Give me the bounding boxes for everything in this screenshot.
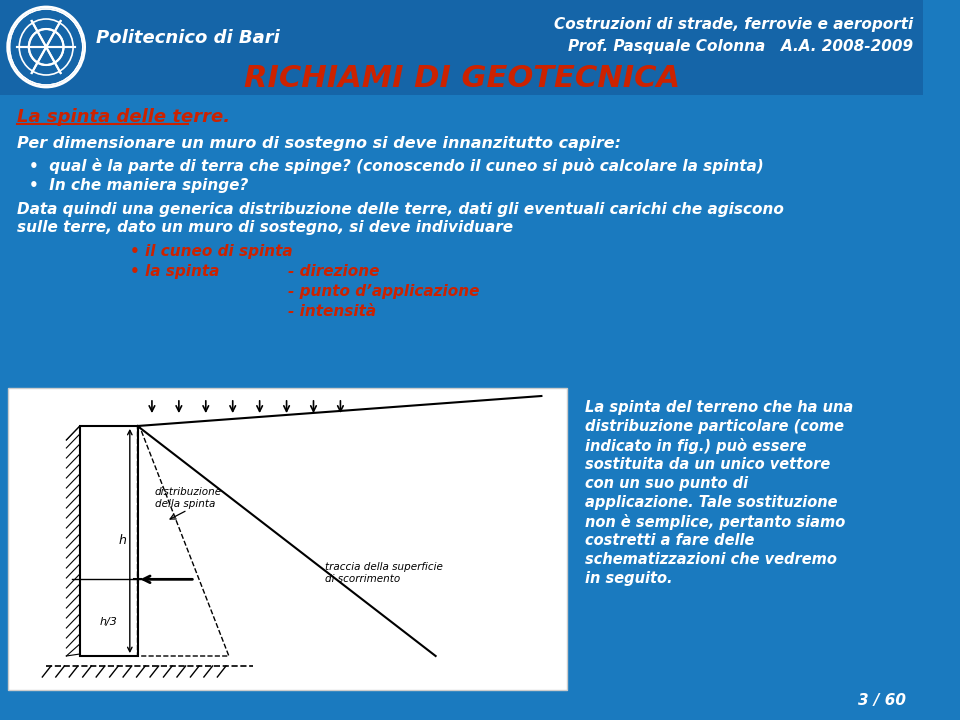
Text: Politecnico di Bari: Politecnico di Bari (96, 29, 280, 47)
Text: in seguito.: in seguito. (585, 571, 672, 586)
Text: Prof. Pasquale Colonna   A.A. 2008-2009: Prof. Pasquale Colonna A.A. 2008-2009 (568, 38, 914, 53)
Text: - intensità: - intensità (289, 304, 376, 319)
Text: traccia della superficie
di scorrimento: traccia della superficie di scorrimento (325, 562, 443, 584)
Text: distribuzione particolare (come: distribuzione particolare (come (585, 419, 844, 434)
Text: - punto d’applicazione: - punto d’applicazione (289, 284, 480, 299)
Text: • il cuneo di spinta: • il cuneo di spinta (130, 244, 293, 259)
Bar (0, 0, 924, 95)
Text: sulle terre, dato un muro di sostegno, si deve individuare: sulle terre, dato un muro di sostegno, s… (17, 220, 514, 235)
Text: RICHIAMI DI GEOTECNICA: RICHIAMI DI GEOTECNICA (244, 63, 680, 92)
Polygon shape (80, 426, 137, 656)
Text: sostituita da un unico vettore: sostituita da un unico vettore (585, 457, 830, 472)
Text: La spinta del terreno che ha una: La spinta del terreno che ha una (585, 400, 852, 415)
Text: con un suo punto di: con un suo punto di (585, 476, 748, 491)
Text: •  qual è la parte di terra che spinge? (conoscendo il cuneo si può calcolare la: • qual è la parte di terra che spinge? (… (29, 158, 763, 174)
Text: non è semplice, pertanto siamo: non è semplice, pertanto siamo (585, 514, 845, 530)
Text: - direzione: - direzione (289, 264, 380, 279)
Text: applicazione. Tale sostituzione: applicazione. Tale sostituzione (585, 495, 837, 510)
Text: Data quindi una generica distribuzione delle terre, dati gli eventuali carichi c: Data quindi una generica distribuzione d… (17, 202, 784, 217)
Text: indicato in fig.) può essere: indicato in fig.) può essere (585, 438, 806, 454)
Text: costretti a fare delle: costretti a fare delle (585, 533, 754, 548)
Bar (8, 388, 567, 690)
Text: • la spinta: • la spinta (130, 264, 219, 279)
Text: •  In che maniera spinge?: • In che maniera spinge? (29, 178, 249, 193)
Text: h: h (118, 534, 126, 547)
Text: 3 / 60: 3 / 60 (858, 693, 906, 708)
Text: Per dimensionare un muro di sostegno si deve innanzitutto capire:: Per dimensionare un muro di sostegno si … (17, 136, 621, 151)
Text: distribuzione
della spinta: distribuzione della spinta (155, 487, 222, 509)
Text: schematizzazioni che vedremo: schematizzazioni che vedremo (585, 552, 836, 567)
Text: La spinta delle terre.: La spinta delle terre. (17, 108, 230, 126)
Text: Costruzioni di strade, ferrovie e aeroporti: Costruzioni di strade, ferrovie e aeropo… (554, 17, 914, 32)
Text: h/3: h/3 (100, 616, 118, 626)
Circle shape (8, 7, 84, 87)
